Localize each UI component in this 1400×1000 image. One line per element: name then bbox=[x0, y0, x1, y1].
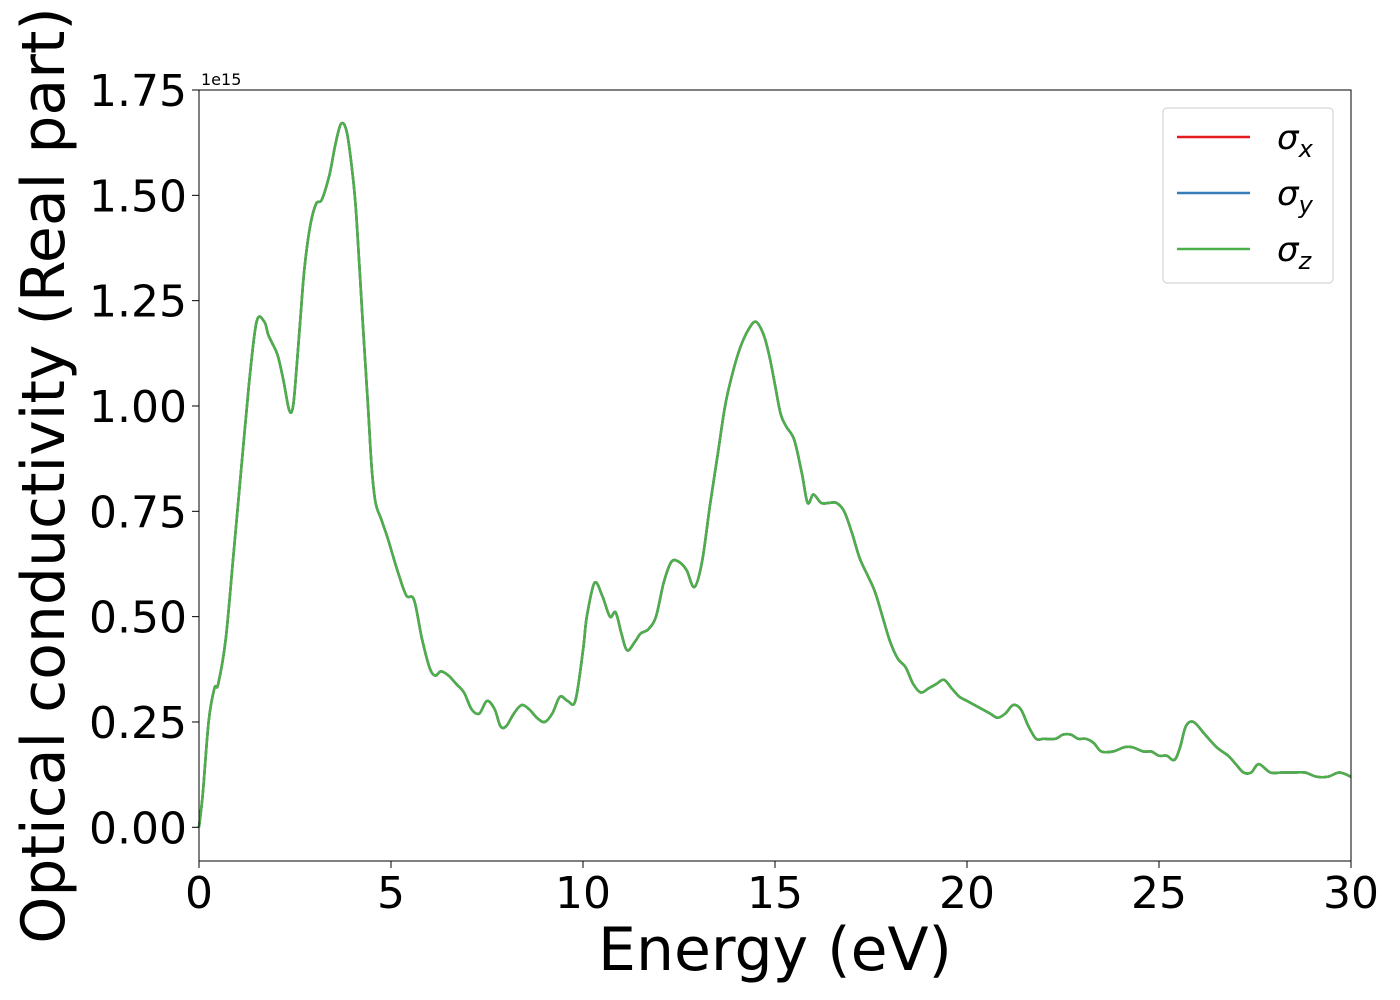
y-tick-label: 0.25 bbox=[89, 698, 187, 749]
y-tick-label: 0.75 bbox=[89, 487, 187, 538]
x-axis-label: Energy (eV) bbox=[598, 915, 952, 985]
x-tick-label: 30 bbox=[1323, 868, 1379, 919]
x-tick-label: 0 bbox=[185, 868, 213, 919]
y-tick-label: 1.75 bbox=[89, 66, 187, 117]
legend-entry-label: σy bbox=[1277, 174, 1314, 219]
y-ticks: 0.00 0.25 0.50 0.75 1.00 1.25 1.50 1.75 bbox=[89, 66, 199, 854]
x-tick-label: 20 bbox=[939, 868, 995, 919]
y-tick-label: 0.50 bbox=[89, 593, 187, 644]
legend-box bbox=[1162, 107, 1334, 284]
x-tick-label: 15 bbox=[747, 868, 803, 919]
x-ticks: 0 5 10 15 20 25 30 bbox=[185, 861, 1379, 919]
legend: σx σy σz bbox=[1162, 107, 1334, 284]
x-tick-label: 25 bbox=[1131, 868, 1187, 919]
y-tick-label: 1.25 bbox=[89, 277, 187, 328]
y-tick-label: 0.00 bbox=[89, 803, 187, 854]
legend-entry-label: σx bbox=[1277, 118, 1314, 163]
x-tick-label: 10 bbox=[555, 868, 611, 919]
legend-entry-label: σz bbox=[1277, 230, 1313, 275]
y-tick-label: 1.00 bbox=[89, 382, 187, 433]
y-axis-label: Optical conductivity (Real part) bbox=[9, 7, 79, 944]
series-line-sigma-z bbox=[197, 121, 1352, 828]
y-offset-label: 1e15 bbox=[201, 70, 241, 89]
y-tick-label: 1.50 bbox=[89, 171, 187, 222]
series-layer bbox=[197, 121, 1352, 828]
x-tick-label: 5 bbox=[377, 868, 405, 919]
